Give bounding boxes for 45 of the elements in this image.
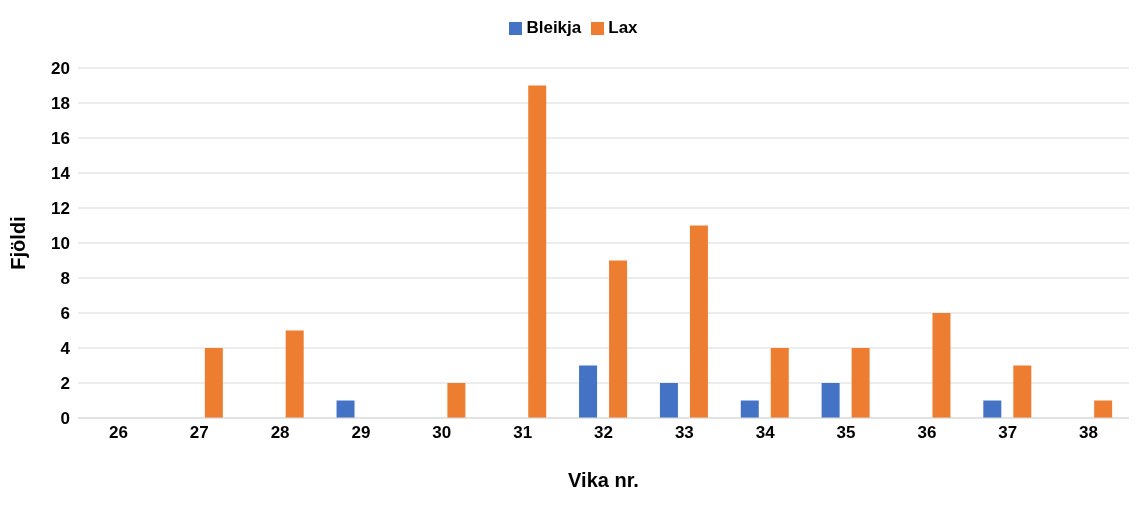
x-tick-label: 26 <box>108 423 128 443</box>
x-tick-label: 37 <box>998 423 1018 443</box>
bar <box>851 348 870 418</box>
bar <box>285 330 304 418</box>
legend-label: Lax <box>608 18 638 37</box>
x-tick-label: 30 <box>432 423 452 443</box>
y-tick-label: 14 <box>51 164 71 184</box>
bar <box>689 225 708 418</box>
y-tick-label: 16 <box>51 129 70 149</box>
x-tick-label: 27 <box>189 423 209 443</box>
y-axis-title: Fjöldi <box>7 216 30 270</box>
y-tick-label: 18 <box>51 94 70 114</box>
bar <box>821 383 840 418</box>
y-tick-label: 0 <box>60 409 70 429</box>
bar <box>932 313 951 418</box>
x-tick-label: 28 <box>270 423 290 443</box>
bar <box>1094 400 1113 418</box>
legend-label: Bleikja <box>526 18 582 37</box>
y-tick-label: 6 <box>60 304 70 324</box>
x-tick-label: 32 <box>594 423 613 443</box>
bar <box>740 400 759 418</box>
bar <box>528 85 547 418</box>
bar <box>1013 365 1032 418</box>
bar <box>336 400 355 418</box>
y-tick-label: 2 <box>60 374 70 394</box>
y-tick-label: 8 <box>60 269 70 289</box>
y-tick-label: 4 <box>60 339 71 359</box>
bar <box>659 383 678 418</box>
bar <box>983 400 1002 418</box>
y-tick-label: 10 <box>51 234 70 254</box>
bar <box>609 260 628 418</box>
x-tick-label: 29 <box>351 423 371 443</box>
bar <box>447 383 466 418</box>
bar <box>579 365 598 418</box>
x-tick-label: 31 <box>513 423 533 443</box>
x-axis-title: Vika nr. <box>568 469 639 492</box>
y-tick-label: 12 <box>51 199 70 219</box>
x-tick-label: 34 <box>755 423 776 443</box>
x-tick-label: 33 <box>674 423 694 443</box>
bar <box>204 348 223 418</box>
x-tick-label: 38 <box>1079 423 1099 443</box>
x-tick-label: 36 <box>917 423 937 443</box>
y-tick-label: 20 <box>51 59 70 79</box>
x-tick-label: 35 <box>836 423 856 443</box>
bar <box>770 348 789 418</box>
